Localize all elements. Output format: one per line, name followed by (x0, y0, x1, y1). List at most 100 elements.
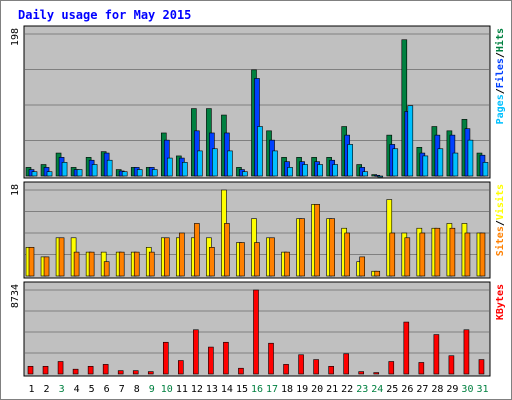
bar-sites (314, 204, 320, 277)
series-pages (31, 105, 489, 178)
bar-sites (58, 237, 65, 277)
x-tick-label: 10 (161, 384, 173, 395)
x-tick-label: 12 (191, 384, 203, 395)
bar-sites (434, 227, 441, 277)
panel-scale-label: 18 (10, 184, 21, 196)
bar-pages (422, 155, 429, 177)
legend-entry: / (495, 88, 506, 94)
bar-kbytes (298, 354, 304, 375)
x-tick-label: 18 (281, 384, 293, 395)
bar-sites (194, 223, 200, 277)
legend-entry: Pages (495, 94, 506, 124)
series-files (28, 78, 486, 177)
panel-scale-label: 8734 (10, 284, 21, 308)
legend-entry: KBytes (495, 284, 506, 320)
x-tick-label: 17 (266, 384, 278, 395)
bar-hits (401, 39, 408, 177)
legend-entry: Visits (494, 184, 506, 220)
x-tick-label: 9 (149, 384, 155, 395)
x-tick-label: 25 (386, 384, 398, 395)
bar-kbytes (147, 371, 154, 375)
bar-kbytes (433, 334, 440, 375)
bar-sites (389, 232, 396, 277)
bar-kbytes (238, 367, 244, 375)
bar-kbytes (42, 366, 49, 375)
bar-kbytes (57, 361, 64, 375)
bar-pages (467, 139, 474, 177)
x-tick-label: 20 (311, 384, 323, 395)
panel-hits-files-pages: 198 Pages/Files/Hits (10, 25, 506, 179)
bar-sites (28, 247, 35, 277)
x-tick-label: 19 (296, 384, 308, 395)
panel-legend: Sites/Visits (494, 184, 506, 256)
x-axis-labels: 1 2 3 4 5 6 7 8 9 10 11 12 13 14 15 16 17 18 19 20 21 22 23 24 2… (29, 384, 489, 395)
bar-sites (179, 232, 185, 277)
bar-sites (269, 237, 275, 277)
x-tick-label: 13 (206, 384, 218, 395)
bar-kbytes (72, 368, 79, 375)
bar-pages (362, 171, 369, 177)
bar-pages (347, 144, 353, 177)
bar-kbytes (253, 289, 259, 375)
bar-pages (46, 171, 53, 177)
bar-pages (272, 150, 278, 177)
bar-pages (197, 150, 203, 177)
x-tick-label: 14 (221, 384, 233, 395)
bar-sites (329, 218, 335, 277)
bar-sites (419, 232, 426, 277)
x-tick-label: 2 (44, 384, 50, 395)
x-tick-label: 23 (356, 384, 368, 395)
series-kbytes (27, 289, 485, 375)
bar-kbytes (313, 359, 319, 375)
x-tick-label: 3 (59, 384, 65, 395)
bar-kbytes (403, 321, 410, 375)
x-tick-label: 15 (236, 384, 248, 395)
legend-entry: / (495, 220, 506, 226)
bar-kbytes (102, 364, 109, 375)
bar-sites (479, 232, 486, 277)
bar-sites (118, 251, 125, 277)
bar-sites (254, 242, 260, 277)
bar-pages (317, 164, 323, 177)
chart-title: Daily usage for May 2015 (18, 8, 191, 22)
x-tick-label: 30 (461, 384, 473, 395)
panel-visits-sites: 18 Sites/Visits (10, 181, 506, 279)
x-tick-label: 28 (431, 384, 443, 395)
bar-pages (182, 162, 188, 177)
series-sites (28, 204, 486, 277)
bar-pages (61, 162, 68, 177)
bar-pages (151, 169, 158, 177)
bar-pages (257, 126, 263, 177)
series-hits (25, 39, 483, 177)
x-tick-label: 26 (401, 384, 413, 395)
bar-pages (452, 152, 459, 177)
legend-entry: Sites (494, 226, 506, 256)
panel-scale-label: 198 (10, 28, 21, 46)
bar-kbytes (283, 364, 289, 375)
bar-pages (166, 157, 173, 177)
bar-kbytes (208, 346, 214, 375)
x-tick-label: 1 (29, 384, 35, 395)
panel-legend: KBytes (495, 284, 506, 320)
bar-pages (287, 167, 293, 177)
bar-kbytes (463, 329, 470, 375)
bar-sites (299, 218, 305, 277)
bar-sites (284, 251, 290, 277)
x-tick-label: 16 (251, 384, 263, 395)
x-tick-label: 8 (134, 384, 140, 395)
panel-legend: Pages/Files/Hits (494, 28, 506, 124)
bar-sites (133, 251, 140, 277)
bar-pages (91, 164, 98, 177)
x-tick-label: 31 (476, 384, 488, 395)
x-tick-label: 5 (89, 384, 95, 395)
bar-pages (392, 148, 399, 177)
bar-sites (163, 237, 170, 277)
bar-sites (224, 223, 230, 277)
bar-kbytes (117, 370, 124, 375)
bar-kbytes (388, 361, 395, 375)
bar-pages (212, 148, 218, 177)
bar-pages (136, 169, 143, 177)
bar-sites (404, 237, 411, 277)
bar-kbytes (358, 371, 365, 375)
